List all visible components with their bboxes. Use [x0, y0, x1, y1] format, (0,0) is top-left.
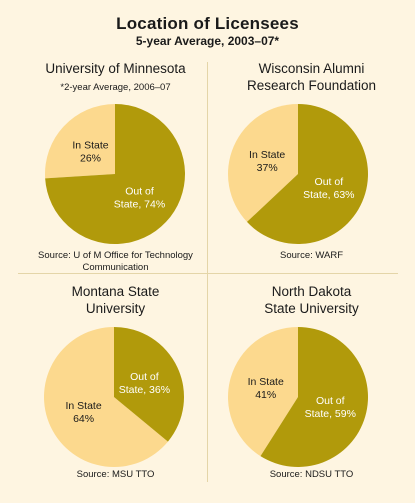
pie-slice-in-state — [228, 327, 298, 457]
pie-slice-in-state — [44, 104, 115, 179]
slice-label-line: 26% — [80, 152, 101, 164]
pie-labels: In State 37% Out of State, 63% — [249, 149, 354, 201]
slice-label-line: Out of — [130, 371, 159, 383]
panel-title: Wisconsin Alumni Research Foundation — [208, 60, 415, 94]
pie-slice-in-state — [44, 327, 168, 467]
panel-source: Source: WARF — [208, 250, 415, 262]
pie-labels: In State 26%Out of State, 74% — [72, 139, 165, 210]
panel-title-line: University — [85, 301, 146, 316]
pie-slice-out-of-state — [260, 327, 368, 467]
pie-labels: In State 41% Out of State, 59% — [248, 376, 356, 420]
pie-slice-out-of-state — [114, 327, 185, 442]
pie-slices — [228, 327, 368, 467]
slice-label-line: State, 74% — [114, 199, 165, 211]
slice-label-line: State, 63% — [303, 189, 354, 201]
slice-label-line: In State — [65, 400, 101, 412]
slice-label-in-state: In State 26% — [72, 139, 108, 164]
panel-montana-state-university: Montana State University In State 64% Out … — [12, 283, 219, 503]
panel-university-of-minnesota: University of Minnesota *2-year Average,… — [12, 60, 219, 280]
slice-label-in-state: In State 41% — [248, 376, 284, 401]
panel-note: *2-year Average, 2006–07 — [60, 82, 171, 93]
slice-label-line: Out of — [125, 186, 154, 198]
panel-title-line: Research Foundation — [246, 78, 377, 93]
pie-slices — [228, 104, 368, 244]
panel-source-line: Communication — [82, 262, 149, 273]
panel-source-line: Source: WARF — [280, 250, 343, 261]
panel-title: Montana State University — [12, 283, 219, 317]
slice-label-line: 37% — [257, 162, 278, 174]
pie-slices — [44, 327, 185, 467]
panel-source-line: Source: U of M Office for Technology — [38, 250, 193, 261]
pie-slice-out-of-state — [246, 104, 368, 244]
slice-label-line: Out of — [316, 395, 345, 407]
panel-title-line: North Dakota — [271, 284, 352, 299]
panel-title: North Dakota State University — [208, 283, 415, 317]
slice-label-out-of-state: Out of State, 59% — [305, 395, 356, 420]
panel-source: Source: NDSU TTO — [208, 469, 415, 481]
slice-label-line: In State — [72, 139, 108, 151]
chart-subtitle: 5-year Average, 2003–07* — [135, 34, 280, 48]
slice-label-out-of-state: Out of State, 74% — [114, 186, 165, 211]
slice-label-out-of-state: Out of State, 63% — [303, 176, 354, 201]
chart-title: Location of Licensees — [116, 14, 299, 33]
slice-label-line: State, 36% — [119, 384, 170, 396]
slice-label-line: In State — [248, 376, 284, 388]
pie-chart: In State 41% Out of State, 59% — [228, 327, 368, 467]
panel-north-dakota-state-university: North Dakota State University In State 41… — [208, 283, 415, 503]
slice-label-line: 64% — [73, 413, 94, 425]
slice-label-line: State, 59% — [305, 408, 356, 420]
panel-title-line: University of Minnesota — [45, 61, 186, 76]
pie-slice-out-of-state — [45, 104, 186, 244]
slice-label-in-state: In State 37% — [249, 149, 285, 174]
pie-labels: In State 64% Out of State, 36% — [65, 371, 170, 425]
pie-chart: In State 37% Out of State, 63% — [228, 104, 368, 244]
pie-slices — [44, 104, 186, 244]
panel-title-line: State University — [264, 301, 359, 316]
slice-label-out-of-state: Out of State, 36% — [119, 371, 170, 396]
horizontal-divider — [18, 273, 398, 274]
pie-chart: In State 26%Out of State, 74% — [44, 104, 186, 244]
panel-source: Source: U of M Office for Technology Com… — [12, 250, 219, 274]
slice-label-in-state: In State 64% — [65, 400, 101, 425]
panel-source-line: Source: NDSU TTO — [269, 469, 354, 480]
slice-label-line: Out of — [315, 176, 344, 188]
vertical-divider — [207, 62, 208, 482]
panel-source-line: Source: MSU TTO — [76, 469, 155, 480]
panel-title-line: Montana State — [71, 284, 160, 299]
panel-warf: Wisconsin Alumni Research Foundation In … — [208, 60, 415, 280]
slice-label-line: 41% — [255, 389, 276, 401]
pie-slice-in-state — [228, 104, 298, 222]
panel-source: Source: MSU TTO — [12, 469, 219, 481]
pie-chart: In State 64% Out of State, 36% — [44, 327, 185, 467]
slice-label-line: In State — [249, 149, 285, 161]
panel-title-line: Wisconsin Alumni — [258, 61, 365, 76]
panel-title: University of Minnesota — [12, 60, 219, 77]
